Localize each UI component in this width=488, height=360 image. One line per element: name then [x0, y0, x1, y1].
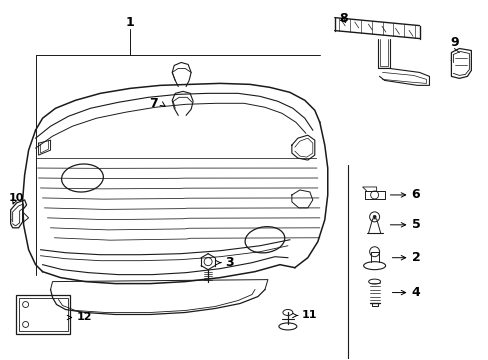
Text: 11: 11	[301, 310, 317, 320]
Text: 9: 9	[449, 36, 458, 49]
Bar	[19, 298, 67, 332]
Text: 5: 5	[411, 218, 419, 231]
Text: 7: 7	[149, 97, 158, 110]
Text: 6: 6	[411, 188, 419, 202]
Text: 10: 10	[9, 193, 24, 203]
Text: 8: 8	[339, 12, 347, 25]
Text: 4: 4	[411, 286, 419, 299]
Text: 2: 2	[411, 251, 419, 264]
Text: 3: 3	[224, 256, 233, 269]
Text: 12: 12	[76, 312, 92, 323]
Bar	[16, 294, 70, 334]
Text: 1: 1	[126, 16, 134, 29]
Circle shape	[372, 215, 375, 219]
